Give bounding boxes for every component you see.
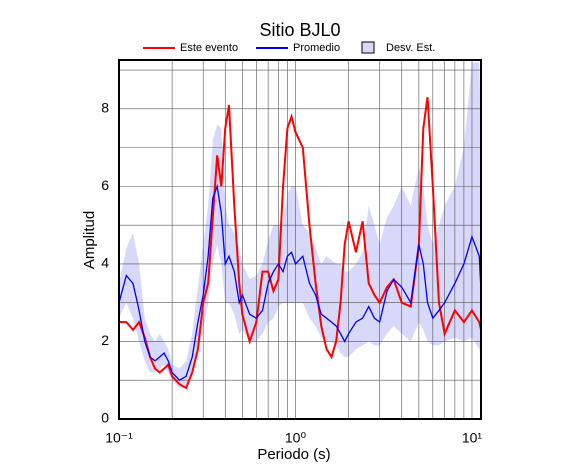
x-tick-label: 10⁰ [285, 430, 307, 446]
y-tick-label: 2 [101, 332, 109, 348]
chart-title: Sitio BJL0 [259, 20, 340, 40]
y-tick-label: 4 [101, 255, 109, 271]
x-tick-label: 10¹ [462, 430, 483, 446]
legend-label: Desv. Est. [386, 42, 435, 54]
legend-label: Este evento [180, 42, 238, 54]
legend-label: Promedio [293, 42, 340, 54]
y-axis-label: Amplitud [81, 211, 98, 269]
x-tick-label: 10⁻¹ [105, 430, 133, 446]
x-axis-label: Periodo (s) [257, 446, 330, 463]
y-tick-label: 0 [101, 410, 109, 426]
legend-swatch [361, 41, 375, 54]
y-tick-label: 6 [101, 177, 109, 193]
series-line [119, 183, 481, 382]
y-tick-label: 8 [101, 100, 109, 116]
plot-frame [118, 59, 482, 420]
